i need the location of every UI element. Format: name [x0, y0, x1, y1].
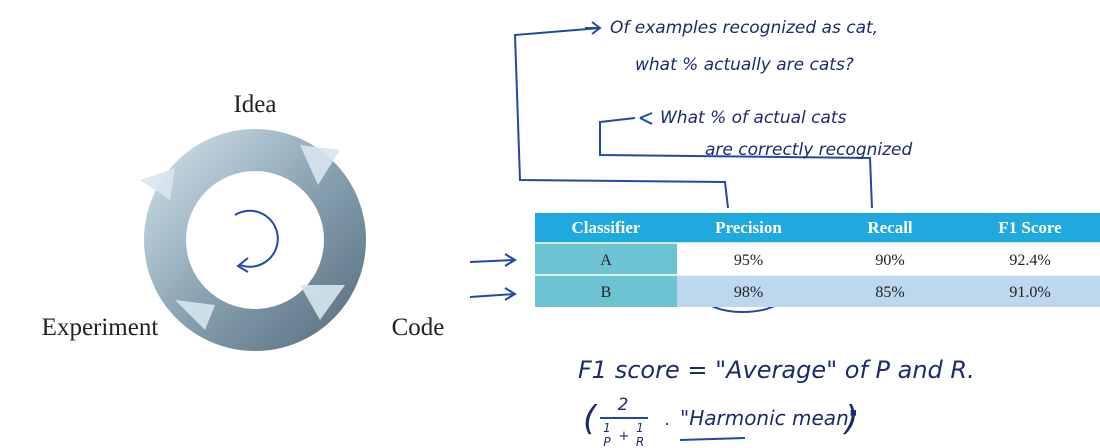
- header-cell: Classifier: [572, 218, 641, 237]
- note: what % actually are cats?: [635, 55, 854, 75]
- harmonic-note: "Harmonic mean": [680, 406, 858, 430]
- dot: .: [665, 410, 670, 430]
- row-label-bg: [535, 243, 677, 275]
- table-cell: 85%: [875, 284, 904, 301]
- header-cell: Precision: [715, 218, 782, 237]
- table-cell: 98%: [734, 284, 763, 301]
- numerator: 2: [618, 395, 629, 415]
- table-cell: 91.0%: [1009, 284, 1050, 301]
- header-row: [535, 213, 1100, 243]
- plus: +: [619, 429, 630, 444]
- cycle-label: Idea: [233, 91, 276, 118]
- results-table: Classifier Precision Recall F1 Score A 95% 90%…: [535, 213, 1100, 307]
- formula: ( 2 1 P + 1 R . "Harmonic mean" ): [583, 395, 858, 448]
- term-num: 1: [636, 421, 644, 435]
- paren: (: [583, 399, 598, 439]
- paren: ): [842, 399, 858, 439]
- table-cell: 95%: [734, 252, 763, 269]
- row-label-bg: [535, 275, 677, 307]
- table-cell: 90%: [875, 252, 904, 269]
- note: Of examples recognized as cat,: [610, 18, 878, 38]
- table-cell: B: [601, 284, 612, 301]
- term-den: P: [603, 435, 611, 448]
- cycle-label: Code: [392, 314, 445, 341]
- row-bg: [677, 243, 1100, 275]
- cycle-diagram: [140, 129, 366, 351]
- table-cell: A: [600, 252, 612, 269]
- f1-note: F1 score = "Average" of P and R.: [578, 356, 975, 384]
- row-bg: [677, 275, 1100, 307]
- note: What % of actual cats: [660, 108, 847, 128]
- header-cell: F1 Score: [998, 218, 1062, 237]
- cycle-label: Experiment: [42, 314, 159, 341]
- term-num: 1: [603, 421, 611, 435]
- note: are correctly recognized: [705, 140, 913, 160]
- header-cell: Recall: [867, 218, 913, 237]
- table-cell: 92.4%: [1009, 252, 1050, 269]
- term-den: R: [636, 435, 644, 448]
